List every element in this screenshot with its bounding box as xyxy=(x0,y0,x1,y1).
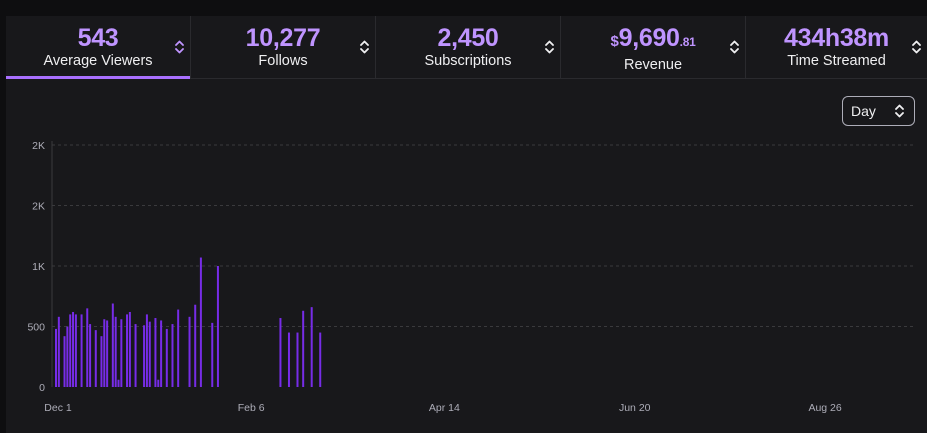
tab-value: 10,277 xyxy=(245,24,321,52)
bar[interactable] xyxy=(55,328,57,387)
tab-subscriptions[interactable]: 2,450 Subscriptions xyxy=(376,16,561,78)
bar[interactable] xyxy=(319,332,322,387)
tab-time-streamed[interactable]: 434h38m Time Streamed xyxy=(746,16,927,78)
bar[interactable] xyxy=(199,257,202,387)
tab-value: 2,450 xyxy=(437,24,499,52)
x-tick-label: Aug 26 xyxy=(808,402,841,414)
y-tick-label: 0 xyxy=(39,382,45,394)
bar[interactable] xyxy=(310,307,313,387)
bars xyxy=(55,257,322,388)
analytics-panel: 543 Average Viewers 10,277 Follows 2,450… xyxy=(6,16,927,433)
metric-tabs: 543 Average Viewers 10,277 Follows 2,450… xyxy=(6,16,927,79)
bar[interactable] xyxy=(86,308,89,387)
granularity-value: Day xyxy=(851,103,876,119)
bar[interactable] xyxy=(57,316,60,387)
revenue-main: 9,690 xyxy=(618,24,680,52)
bar[interactable] xyxy=(120,319,123,387)
bar[interactable] xyxy=(216,266,219,387)
tab-label: Time Streamed xyxy=(787,53,886,69)
bar[interactable] xyxy=(72,311,75,387)
bar[interactable] xyxy=(94,330,97,387)
y-tick-label: 2K xyxy=(32,140,45,152)
bar[interactable] xyxy=(148,321,151,387)
bar[interactable] xyxy=(165,328,168,387)
x-tick-label: Jun 20 xyxy=(619,402,651,414)
bar[interactable] xyxy=(80,314,83,387)
bar[interactable] xyxy=(171,324,174,387)
bar[interactable] xyxy=(154,318,157,387)
bar[interactable] xyxy=(106,320,109,387)
bar[interactable] xyxy=(66,326,69,388)
bar[interactable] xyxy=(177,309,180,387)
bar[interactable] xyxy=(160,320,163,387)
bar[interactable] xyxy=(302,310,305,387)
bar[interactable] xyxy=(134,324,137,387)
viewers-bar-chart: 0 500 1K 2K 2K Dec 1 Feb 6 Apr 14 Jun 20 Aug 26 xyxy=(27,140,916,414)
y-tick-label: 500 xyxy=(27,322,45,334)
tab-label: Average Viewers xyxy=(43,53,153,69)
bar[interactable] xyxy=(63,336,66,387)
bar[interactable] xyxy=(188,316,191,387)
bar[interactable] xyxy=(287,332,290,387)
bar[interactable] xyxy=(145,314,148,387)
bar[interactable] xyxy=(296,332,299,387)
bar[interactable] xyxy=(194,304,197,387)
grid-lines xyxy=(51,141,916,387)
bar[interactable] xyxy=(89,324,92,387)
tab-follows[interactable]: 10,277 Follows xyxy=(191,16,376,78)
tab-label: Revenue xyxy=(623,57,683,73)
bar[interactable] xyxy=(69,314,72,387)
bar[interactable] xyxy=(211,322,214,387)
granularity-select[interactable]: Day xyxy=(842,96,915,126)
tab-value: 543 xyxy=(77,24,119,52)
x-axis-ticks: Dec 1 Feb 6 Apr 14 Jun 20 Aug 26 xyxy=(44,402,842,414)
x-tick-label: Feb 6 xyxy=(238,402,265,414)
currency-symbol: $ xyxy=(610,33,619,50)
bar[interactable] xyxy=(126,314,129,387)
sort-icon xyxy=(895,104,904,118)
sort-icon[interactable] xyxy=(175,40,184,54)
sort-icon[interactable] xyxy=(730,40,739,54)
y-tick-label: 2K xyxy=(32,201,45,213)
bar[interactable] xyxy=(117,379,120,387)
bar[interactable] xyxy=(100,336,103,387)
revenue-cents: .81 xyxy=(679,35,696,49)
tab-label: Follows xyxy=(258,53,308,69)
bar[interactable] xyxy=(103,319,106,387)
sort-icon[interactable] xyxy=(912,40,921,54)
tab-value: $9,690.81 xyxy=(611,24,696,56)
tab-label: Subscriptions xyxy=(424,53,512,69)
y-axis-ticks: 0 500 1K 2K 2K xyxy=(27,140,45,394)
bar[interactable] xyxy=(111,303,114,387)
top-strip xyxy=(0,0,927,16)
bar[interactable] xyxy=(143,325,146,387)
sort-icon[interactable] xyxy=(545,40,554,54)
tab-average-viewers[interactable]: 543 Average Viewers xyxy=(6,16,191,79)
x-tick-label: Dec 1 xyxy=(44,402,72,414)
bar[interactable] xyxy=(114,316,117,387)
tab-value: 434h38m xyxy=(784,24,889,52)
bar[interactable] xyxy=(157,379,160,387)
bar[interactable] xyxy=(128,311,131,387)
bar[interactable] xyxy=(279,318,282,387)
x-tick-label: Apr 14 xyxy=(429,402,460,414)
sort-icon[interactable] xyxy=(360,40,369,54)
y-tick-label: 1K xyxy=(32,261,45,273)
bar[interactable] xyxy=(74,314,77,387)
tab-revenue[interactable]: $9,690.81 Revenue xyxy=(561,16,746,78)
